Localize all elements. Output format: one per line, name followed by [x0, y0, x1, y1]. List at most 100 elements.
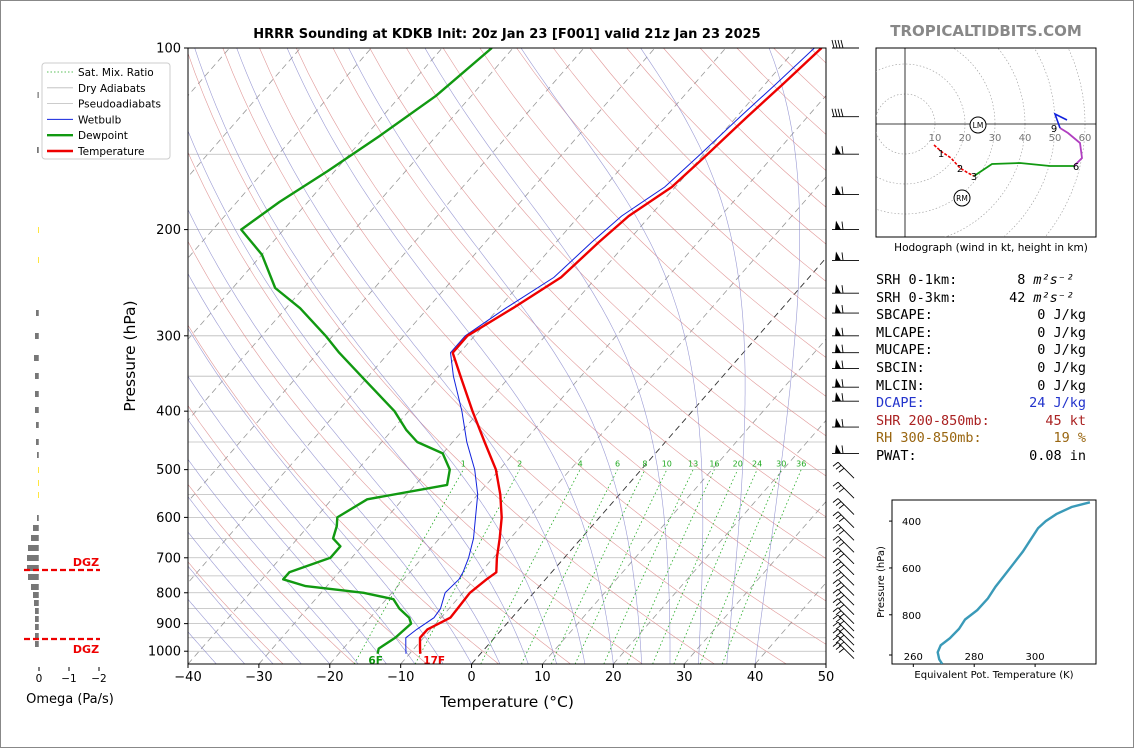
pseudoadiabat	[188, 327, 444, 664]
barb-flag	[835, 359, 841, 369]
stat-value: 42 m²s⁻²	[1009, 290, 1074, 306]
barb-feather	[841, 418, 844, 428]
wind-barb	[832, 418, 859, 428]
pseudoadiabat	[194, 48, 557, 664]
omega-bar	[37, 92, 39, 98]
omega-bar	[28, 545, 39, 551]
stat-number: 8	[1017, 272, 1026, 288]
wind-barb	[832, 547, 855, 565]
x-tick-label: −20	[316, 670, 343, 685]
storm-motion-marker	[953, 189, 971, 207]
temperature-series	[418, 48, 823, 654]
storm-motion-label: LM	[973, 121, 984, 130]
x-tick-label: −40	[174, 670, 201, 685]
mixing-ratio-line	[673, 469, 758, 664]
barb-feather	[832, 498, 839, 503]
theta-e-frame	[891, 499, 1097, 665]
y-tick-label: 200	[156, 223, 181, 238]
barb-feather	[835, 550, 842, 556]
mixing-ratio-line	[603, 469, 694, 664]
wind-barb	[832, 614, 855, 632]
hodograph-trace-upper	[1053, 112, 1068, 129]
mixing-ratio-label: 24	[752, 460, 762, 469]
barb-feather	[841, 445, 844, 454]
hodograph-height-label: 9	[1051, 124, 1057, 135]
isotherm-line	[0, 48, 17, 664]
wind-barb	[832, 481, 855, 499]
theta-e-y-tick-label: 800	[902, 611, 921, 622]
barb-feather	[841, 360, 844, 369]
dry-adiabat	[188, 240, 571, 664]
barb-shaft	[837, 535, 855, 553]
barb-feather	[832, 535, 839, 541]
legend-entry-label: Wetbulb	[78, 114, 122, 126]
barb-feather	[841, 393, 844, 402]
wind-barb	[832, 304, 859, 314]
mixing-ratio-line	[721, 469, 802, 664]
stat-value: 0 J/kg	[1037, 360, 1086, 376]
theta-e-series	[936, 501, 1091, 664]
wind-barb	[832, 535, 855, 553]
hodograph-panel: 10 20 30 40 50 60 1 23 6 9 LM RM Hodograph (wind in …	[875, 47, 1097, 254]
stat-unit: m²s⁻²	[1033, 289, 1074, 306]
mixing-ratio-label: 16	[709, 460, 719, 469]
dry-adiabat	[332, 48, 826, 559]
y-tick-label: 400	[156, 405, 181, 420]
mixing-ratio-label: 4	[578, 460, 583, 469]
wind-barb	[832, 461, 855, 479]
stat-value: 45 kt	[1045, 412, 1086, 429]
mixing-ratio-label: 36	[796, 460, 806, 469]
barb-flag	[835, 378, 841, 388]
barb-shaft	[837, 461, 855, 479]
barb-feather	[832, 598, 839, 603]
barb-feather	[835, 484, 842, 490]
dry-adiabat	[479, 48, 826, 397]
y-tick-label: 800	[156, 586, 181, 601]
y-tick-label: 300	[156, 329, 181, 344]
barb-feather	[838, 541, 845, 547]
barb-feather	[835, 501, 842, 506]
barb-feather	[837, 108, 841, 117]
pseudoadiabat	[188, 531, 302, 664]
omega-bar	[35, 616, 39, 622]
barb-flag	[835, 392, 841, 402]
isotherm-line	[329, 94, 826, 664]
mixing-ratio-line	[414, 469, 521, 664]
mixing-ratio-label: 30	[776, 460, 786, 469]
barb-feather	[841, 304, 844, 314]
hodograph-height-label: 3	[971, 172, 977, 183]
barb-shaft	[837, 547, 855, 565]
wetbulb-series	[405, 48, 815, 654]
stat-value: 0.08 in	[1029, 448, 1086, 464]
omega-bar	[34, 355, 39, 361]
dry-adiabat	[296, 48, 826, 602]
wind-barb	[831, 108, 859, 118]
omega-bar	[35, 407, 39, 413]
barb-feather	[832, 621, 839, 627]
barb-shaft	[837, 614, 855, 632]
stat-label: SHR 200-850mb:	[876, 412, 990, 429]
stat-number: 42	[1009, 289, 1026, 306]
pseudoadiabat	[188, 208, 501, 664]
pseudoadiabat	[188, 565, 274, 664]
mixing-ratio-label: 8	[642, 460, 647, 469]
x-tick-label: −30	[245, 670, 272, 685]
pseudoadiabat	[188, 496, 331, 664]
barb-feather	[835, 624, 842, 630]
dry-adiabat	[406, 48, 826, 477]
barb-feather	[838, 648, 845, 653]
barb-feather	[840, 108, 844, 117]
isotherm-line	[188, 48, 301, 178]
omega-bar	[28, 574, 39, 580]
wind-barb	[832, 444, 859, 454]
barb-shaft	[837, 481, 855, 499]
wind-barb	[832, 284, 859, 294]
omega-bar	[37, 452, 39, 458]
wind-barb	[832, 635, 855, 653]
barb-shaft	[837, 598, 855, 615]
barb-feather	[832, 635, 839, 641]
barb-feather	[832, 628, 839, 634]
dry-adiabat	[188, 483, 356, 664]
pseudoadiabat	[754, 48, 800, 664]
